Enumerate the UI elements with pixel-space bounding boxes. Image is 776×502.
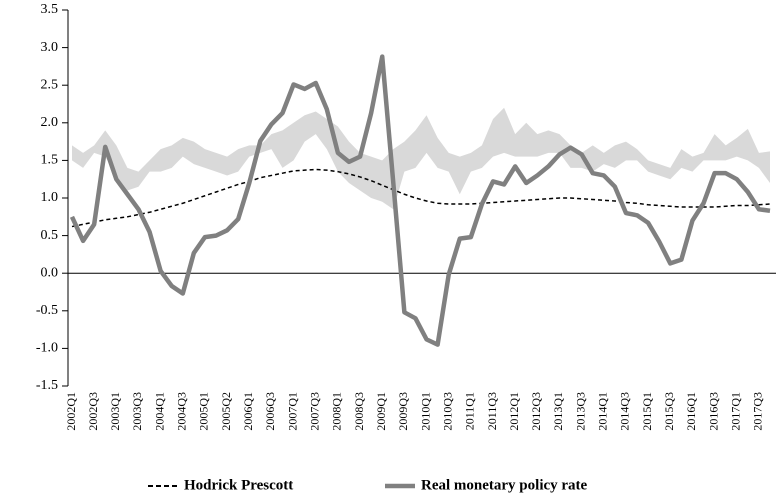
x-tick-label: 2015Q3 [662,392,676,431]
x-tick-label: 2008Q3 [352,392,366,431]
x-tick-label: 2013Q3 [573,392,587,431]
x-tick-label: 2009Q1 [374,392,388,431]
y-tick-label: 3.5 [41,2,59,17]
series-line [69,54,771,347]
x-tick-label: 2007Q1 [285,392,299,431]
y-tick-label: 2.0 [41,115,59,130]
x-tick-label: 2016Q1 [684,392,698,431]
x-tick-label: 2012Q1 [507,392,521,431]
x-tick-label: 2011Q3 [485,392,499,430]
x-tick-label: 2017Q3 [751,392,765,431]
x-tick-label: 2004Q1 [152,392,166,431]
x-tick-label: 2003Q1 [108,392,122,431]
x-tick-label: 2002Q3 [86,392,100,431]
x-tick-label: 2016Q3 [706,392,720,431]
x-tick-label: 2005Q2 [219,392,233,431]
x-tick-label: 2013Q1 [551,392,565,431]
x-tick-label: 2006Q3 [263,392,277,431]
x-tick-label: 2010Q3 [440,392,454,431]
y-tick-label: 0.0 [41,265,59,280]
x-tick-label: 2009Q3 [396,392,410,431]
series-line [71,168,771,228]
y-tick-label: 0.5 [41,228,59,243]
range-band [72,107,770,210]
x-tick-label: 2006Q1 [241,392,255,431]
y-tick-label: -0.5 [36,303,58,318]
y-tick-label: 1.0 [41,190,59,205]
x-tick-label: 2014Q3 [618,392,632,431]
y-tick-label: 2.5 [41,77,59,92]
x-tick-label: 2008Q1 [330,392,344,431]
y-tick-label: -1.5 [36,378,58,393]
x-tick-label: 2017Q1 [729,392,743,431]
x-tick-label: 2014Q1 [596,392,610,431]
x-tick-label: 2015Q1 [640,392,654,431]
x-tick-label: 2012Q3 [529,392,543,431]
x-tick-label: 2004Q3 [175,392,189,431]
y-tick-label: 1.5 [41,153,59,168]
y-tick-label: 3.0 [41,40,59,55]
x-tick-label: 2011Q1 [463,392,477,430]
y-tick-label: -1.0 [36,341,58,356]
legend-label: Real monetary policy rate [421,477,588,493]
x-tick-label: 2010Q1 [418,392,432,431]
x-tick-label: 2005Q1 [197,392,211,431]
legend-label: Hodrick Prescott [184,477,293,493]
x-tick-label: 2002Q1 [64,392,78,431]
x-tick-label: 2007Q3 [307,392,321,431]
x-tick-label: 2003Q3 [130,392,144,431]
